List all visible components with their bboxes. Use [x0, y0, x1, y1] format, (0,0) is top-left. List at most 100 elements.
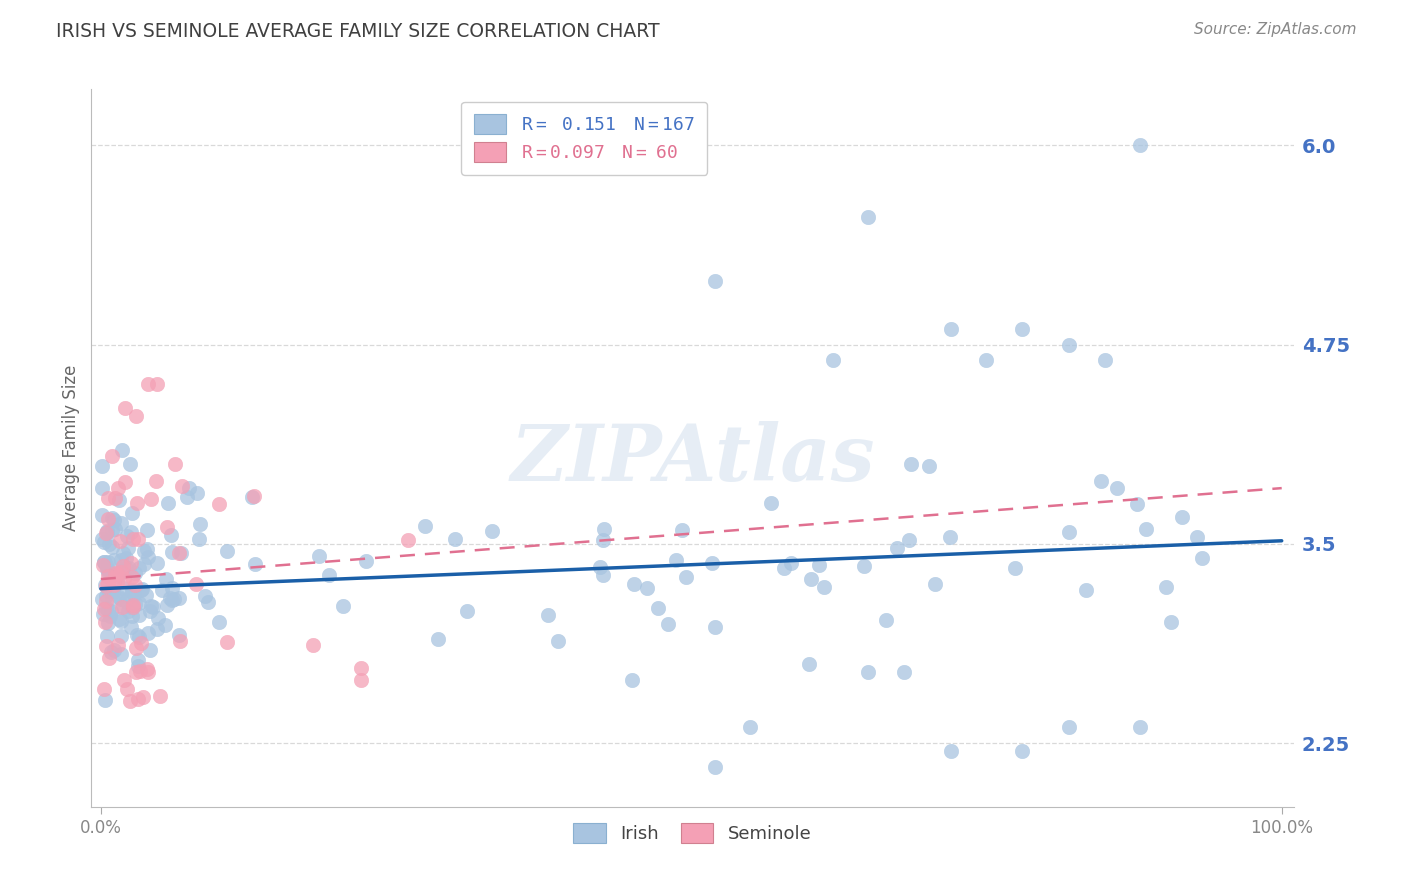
Point	[111, 546, 134, 560]
Point	[308, 549, 330, 563]
Point	[623, 577, 645, 591]
Point	[105, 574, 128, 589]
Point	[146, 377, 169, 392]
Point	[101, 583, 124, 598]
Point	[94, 594, 117, 608]
Point	[115, 561, 138, 575]
Point	[146, 556, 169, 570]
Point	[114, 475, 136, 490]
Point	[121, 506, 143, 520]
Point	[893, 665, 915, 679]
Point	[1090, 474, 1112, 488]
Point	[93, 555, 115, 569]
Point	[98, 608, 121, 623]
Point	[761, 496, 783, 510]
Point	[120, 620, 142, 634]
Point	[427, 632, 450, 646]
Point	[127, 628, 149, 642]
Point	[194, 589, 217, 603]
Point	[101, 523, 124, 537]
Point	[94, 579, 117, 593]
Point	[1094, 353, 1116, 368]
Point	[125, 665, 148, 679]
Point	[675, 569, 697, 583]
Point	[799, 657, 821, 671]
Point	[413, 519, 436, 533]
Point	[779, 556, 801, 570]
Point	[103, 513, 125, 527]
Point	[121, 582, 143, 597]
Point	[243, 557, 266, 571]
Point	[129, 635, 152, 649]
Point	[91, 481, 114, 495]
Point	[96, 524, 118, 538]
Point	[1135, 522, 1157, 536]
Point	[128, 630, 150, 644]
Point	[138, 625, 160, 640]
Point	[110, 564, 132, 578]
Point	[1011, 744, 1033, 758]
Point	[114, 673, 136, 687]
Point	[163, 457, 186, 471]
Point	[136, 541, 159, 556]
Point	[176, 490, 198, 504]
Point	[132, 544, 155, 558]
Point	[104, 522, 127, 536]
Point	[939, 321, 962, 335]
Point	[135, 662, 157, 676]
Point	[145, 474, 167, 488]
Point	[128, 607, 150, 622]
Point	[938, 530, 960, 544]
Point	[1057, 337, 1080, 351]
Point	[167, 628, 190, 642]
Point	[456, 604, 478, 618]
Point	[115, 529, 138, 543]
Point	[169, 633, 191, 648]
Point	[1129, 138, 1152, 153]
Point	[114, 401, 136, 416]
Point	[976, 353, 998, 368]
Point	[101, 449, 124, 463]
Point	[91, 558, 114, 573]
Point	[186, 486, 208, 500]
Point	[481, 524, 503, 538]
Point	[157, 496, 180, 510]
Point	[120, 693, 142, 707]
Point	[197, 595, 219, 609]
Point	[1107, 481, 1129, 495]
Point	[97, 491, 120, 506]
Point	[1185, 530, 1208, 544]
Point	[121, 585, 143, 599]
Point	[800, 572, 823, 586]
Point	[93, 555, 115, 569]
Point	[107, 638, 129, 652]
Point	[104, 491, 127, 506]
Point	[153, 618, 176, 632]
Point	[547, 633, 569, 648]
Point	[156, 598, 179, 612]
Text: Source: ZipAtlas.com: Source: ZipAtlas.com	[1194, 22, 1357, 37]
Point	[136, 665, 159, 679]
Point	[188, 532, 211, 546]
Point	[160, 581, 183, 595]
Point	[636, 581, 658, 595]
Point	[94, 558, 117, 572]
Point	[703, 760, 725, 774]
Point	[127, 653, 149, 667]
Point	[138, 377, 160, 392]
Point	[103, 643, 125, 657]
Point	[108, 534, 131, 549]
Point	[1154, 580, 1177, 594]
Point	[112, 599, 135, 613]
Point	[188, 517, 211, 532]
Point	[900, 457, 922, 471]
Point	[592, 533, 614, 547]
Point	[120, 524, 142, 539]
Point	[156, 520, 179, 534]
Point	[108, 612, 131, 626]
Point	[114, 594, 136, 608]
Point	[97, 512, 120, 526]
Point	[665, 553, 688, 567]
Point	[112, 582, 135, 596]
Text: ZIPAtlas: ZIPAtlas	[510, 421, 875, 497]
